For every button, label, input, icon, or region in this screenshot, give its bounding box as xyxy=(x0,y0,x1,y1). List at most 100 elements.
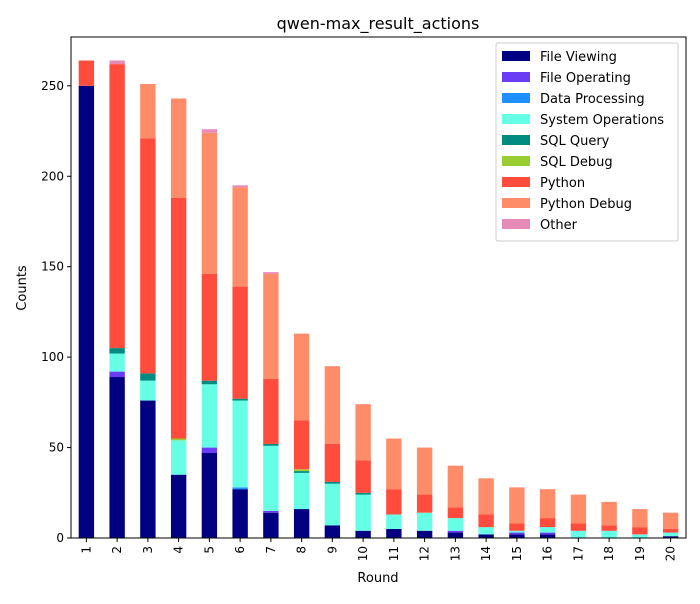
bar-segment-round-5-series-3 xyxy=(201,384,218,448)
bar-segment-round-3-series-3 xyxy=(140,380,156,401)
bar-segment-round-16-series-0 xyxy=(539,534,556,538)
chart-title: qwen-max_result_actions xyxy=(277,14,480,34)
bar-segment-round-9-series-0 xyxy=(324,525,341,538)
bar-segment-round-6-series-4 xyxy=(232,398,248,401)
bar-segment-round-2-series-1 xyxy=(109,371,125,378)
bar-segment-round-9-series-3 xyxy=(324,483,341,526)
bar-segment-round-7-series-7 xyxy=(263,273,279,379)
legend-swatch-3 xyxy=(502,114,530,124)
bar-segment-round-8-series-3 xyxy=(293,472,310,510)
bar-segment-round-2-series-4 xyxy=(109,348,125,354)
bar-segment-round-15-series-1 xyxy=(509,532,525,535)
x-tick-label: 20 xyxy=(664,546,678,561)
bar-segment-round-5-series-7 xyxy=(201,132,218,274)
legend-box xyxy=(495,42,679,242)
y-tick-label: 200 xyxy=(41,169,64,183)
bar-segment-round-8-series-7 xyxy=(293,333,310,421)
bar-segment-round-15-series-6 xyxy=(509,523,525,531)
legend-label-1: File Operating xyxy=(540,71,631,86)
x-tick-label: 14 xyxy=(479,546,493,561)
legend-label-8: Other xyxy=(540,218,578,233)
x-tick-label: 13 xyxy=(448,546,462,561)
bar-segment-round-8-series-6 xyxy=(293,420,310,470)
y-tick-label: 150 xyxy=(41,260,64,274)
bar-segment-round-14-series-7 xyxy=(478,478,494,515)
bar-segment-round-4-series-6 xyxy=(170,197,187,439)
legend: File Viewing File Operating Data Processin… xyxy=(495,42,679,242)
bar-segment-round-13-series-7 xyxy=(447,465,464,508)
legend-swatch-0 xyxy=(502,51,530,61)
x-tick-label: 16 xyxy=(541,546,555,561)
y-tick-label: 100 xyxy=(41,350,64,364)
bar-segment-round-7-series-6 xyxy=(263,378,279,444)
bar-segment-round-6-series-7 xyxy=(232,187,248,287)
bar-segment-round-8-series-4 xyxy=(293,471,310,473)
x-tick-label: 18 xyxy=(602,546,616,561)
bar-segment-round-8-series-0 xyxy=(293,509,310,538)
y-tick-label: 50 xyxy=(49,441,64,455)
bar-segment-round-12-series-3 xyxy=(416,512,433,531)
bar-segment-round-2-series-8 xyxy=(109,60,125,65)
bar-segment-round-6-series-6 xyxy=(232,286,248,399)
x-tick-label: 17 xyxy=(571,546,585,561)
bar-segment-round-7-series-1 xyxy=(263,510,279,513)
legend-swatch-4 xyxy=(502,135,530,145)
bar-segment-round-2-series-0 xyxy=(109,377,125,538)
bar-segment-round-11-series-7 xyxy=(386,438,402,490)
x-tick-label: 1 xyxy=(79,546,93,554)
bar-segment-round-17-series-3 xyxy=(570,530,587,538)
bar-segment-round-5-series-4 xyxy=(201,380,218,385)
x-axis-label: Round xyxy=(357,571,398,586)
bar-segment-round-6-series-8 xyxy=(232,185,248,188)
bar-segment-round-9-series-7 xyxy=(324,366,341,444)
bar-segment-round-8-series-5 xyxy=(293,469,310,472)
bar-segment-round-13-series-3 xyxy=(447,518,464,531)
bar-segment-round-3-series-0 xyxy=(140,400,156,538)
bar-segment-round-4-series-7 xyxy=(170,98,187,198)
bar-segment-round-13-series-1 xyxy=(447,530,464,533)
bar-segment-round-18-series-3 xyxy=(601,530,617,538)
bar-segment-round-7-series-4 xyxy=(263,443,279,446)
bar-segment-round-11-series-6 xyxy=(386,489,402,515)
bar-segment-round-20-series-6 xyxy=(662,528,679,533)
legend-label-6: Python xyxy=(540,176,585,191)
x-tick-label: 12 xyxy=(418,546,432,561)
x-tick-label: 6 xyxy=(233,546,247,554)
bar-segment-round-4-series-0 xyxy=(170,474,187,538)
bar-segment-round-7-series-3 xyxy=(263,445,279,511)
x-tick-label: 2 xyxy=(110,546,124,554)
x-tick-label: 11 xyxy=(387,546,401,561)
bar-segment-round-6-series-0 xyxy=(232,489,248,538)
bar-segment-round-18-series-7 xyxy=(601,501,617,526)
bar-segment-round-17-series-6 xyxy=(570,523,587,531)
bar-segment-round-15-series-7 xyxy=(509,487,525,524)
bar-segment-round-10-series-6 xyxy=(355,460,371,493)
bar-segment-round-2-series-6 xyxy=(109,64,125,349)
bar-segment-round-3-series-4 xyxy=(140,373,156,381)
bar-segment-round-20-series-0 xyxy=(662,536,679,538)
bar-segment-round-5-series-8 xyxy=(201,129,218,133)
bar-segment-round-3-series-6 xyxy=(140,138,156,374)
bar-segment-round-12-series-0 xyxy=(416,530,433,538)
x-tick-label: 10 xyxy=(356,546,370,561)
y-tick-label: 250 xyxy=(41,79,64,93)
bar-segment-round-3-series-7 xyxy=(140,84,156,139)
x-tick-label: 4 xyxy=(172,546,186,554)
bar-segment-round-5-series-0 xyxy=(201,452,218,538)
bar-segment-round-14-series-6 xyxy=(478,514,494,528)
legend-swatch-6 xyxy=(502,177,530,187)
bar-segment-round-1-series-0 xyxy=(78,85,95,538)
x-tick-label: 15 xyxy=(510,546,524,561)
y-axis-label: Counts xyxy=(15,265,30,311)
bar-segment-round-6-series-2 xyxy=(232,487,248,490)
bar-segment-round-19-series-6 xyxy=(632,527,648,535)
bar-segment-round-13-series-6 xyxy=(447,507,464,519)
bar-segment-round-16-series-7 xyxy=(539,489,556,519)
bar-segment-round-12-series-6 xyxy=(416,494,433,513)
bar-segment-round-11-series-0 xyxy=(386,528,402,538)
bar-segment-round-6-series-3 xyxy=(232,400,248,488)
x-tick-label: 8 xyxy=(295,546,309,554)
bar-segment-round-16-series-1 xyxy=(539,532,556,535)
x-tick-label: 9 xyxy=(325,546,339,554)
